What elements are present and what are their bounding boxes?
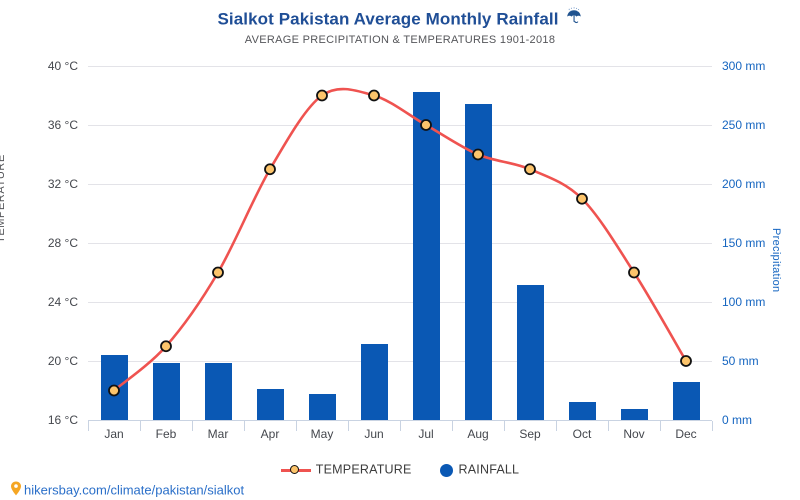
y-axis-right-tick-label: 150 mm xyxy=(722,236,766,250)
x-axis-tick xyxy=(608,421,609,431)
y-axis-right-tick-label: 300 mm xyxy=(722,59,766,73)
gridline xyxy=(88,184,712,185)
rainfall-bar[interactable] xyxy=(568,402,596,420)
y-axis-left-title: TEMPERATURE xyxy=(0,154,7,243)
legend-item[interactable]: TEMPERATURE xyxy=(280,462,412,478)
temperature-point[interactable]: Jun: 38 °C xyxy=(368,89,380,102)
temperature-line xyxy=(112,87,688,392)
x-axis-tick xyxy=(140,421,141,431)
x-axis-tick xyxy=(712,421,713,431)
x-axis-tick xyxy=(504,421,505,431)
gridline xyxy=(88,361,712,362)
chart-subtitle: AVERAGE PRECIPITATION & TEMPERATURES 190… xyxy=(244,34,556,46)
x-axis-tick xyxy=(452,421,453,431)
gridline xyxy=(88,243,712,244)
y-axis-left-tick-label: 28 °C xyxy=(47,236,78,250)
temperature-point[interactable]: Sep: 33 °C xyxy=(524,163,536,176)
x-axis-line xyxy=(88,420,712,421)
legend-item-label: TEMPERATURE xyxy=(315,463,412,478)
rainfall-bar[interactable] xyxy=(516,285,544,420)
legend-item[interactable]: RAINFALL xyxy=(439,462,520,478)
gridline xyxy=(88,125,712,126)
x-axis-tick xyxy=(296,421,297,431)
x-axis-tick xyxy=(244,421,245,431)
x-axis-tick-label: Apr xyxy=(260,427,280,441)
legend-rainfall-marker-icon xyxy=(439,463,453,477)
y-axis-left-tick-label: 20 °C xyxy=(47,354,78,368)
rainfall-bar[interactable] xyxy=(412,91,440,420)
chart-legend: TEMPERATURE RAINFALL xyxy=(0,462,800,477)
y-axis-left-tick-label: 24 °C xyxy=(47,295,78,309)
rainfall-bar[interactable] xyxy=(620,409,648,420)
gridline xyxy=(88,66,712,67)
x-axis-tick xyxy=(660,421,661,431)
x-axis-tick xyxy=(556,421,557,431)
rainfall-bar[interactable] xyxy=(672,382,700,420)
x-axis-tick-label: Aug xyxy=(467,427,489,441)
temperature-point[interactable]: Aug: 34 °C xyxy=(472,148,484,161)
legend-item-label: RAINFALL xyxy=(458,463,520,478)
temperature-point[interactable]: Jul: 36 °C xyxy=(420,119,432,131)
temperature-line-layer: Jan: 18 °C Feb: 21 °C Mar: 26 °C Apr: 33 °C… xyxy=(108,87,692,397)
rainfall-bar[interactable] xyxy=(152,363,180,420)
chart-title: Sialkot Pakistan Average Monthly Rainfal… xyxy=(0,7,800,31)
temperature-point[interactable]: Oct: 31 °C xyxy=(576,192,588,205)
source-link[interactable]: hikersbay.com/climate/pakistan/sialkot xyxy=(10,481,244,499)
y-axis-left-tick-label: 36 °C xyxy=(47,118,78,132)
y-axis-left-tick-label: 16 °C xyxy=(47,413,78,427)
x-axis-tick xyxy=(192,421,193,431)
chart-title-text: Sialkot Pakistan Average Monthly Rainfal… xyxy=(217,9,559,29)
x-axis-tick-label: Jan xyxy=(104,427,124,441)
y-axis-right-title: Precipitation xyxy=(770,228,782,293)
y-axis-left-tick-label: 32 °C xyxy=(47,177,78,191)
x-axis-tick xyxy=(88,421,89,431)
gridline xyxy=(88,302,712,303)
temperature-point[interactable]: Dec: 20 °C xyxy=(680,355,692,367)
location-pin-icon xyxy=(10,481,22,499)
rainfall-bar[interactable] xyxy=(308,394,336,420)
plot-area: Jan: 18 °C Feb: 21 °C Mar: 26 °C Apr: 33 °C… xyxy=(88,66,712,421)
temperature-point[interactable]: Jan: 18 °C xyxy=(108,384,120,397)
y-axis-left-tick-label: 40 °C xyxy=(47,59,78,73)
y-axis-right-tick-label: 250 mm xyxy=(722,118,766,132)
x-axis-tick xyxy=(400,421,401,431)
x-axis-tick-label: May xyxy=(310,427,334,441)
y-axis-right-labels: 300 mm 250 mm 200 mm 150 mm 100 mm 50 mm 0 mm xyxy=(722,0,800,500)
x-axis-tick xyxy=(348,421,349,431)
x-axis-tick-label: Sep xyxy=(519,427,541,441)
source-link-text: hikersbay.com/climate/pakistan/sialkot xyxy=(24,482,245,498)
rainfall-bar[interactable] xyxy=(360,344,388,420)
rainfall-bar[interactable] xyxy=(256,389,284,420)
y-axis-left-labels: 40 °C 36 °C 32 °C 28 °C 24 °C 20 °C 16 °C xyxy=(0,0,78,500)
x-axis-tick-label: Nov xyxy=(623,427,645,441)
umbrella-rain-icon xyxy=(565,7,583,30)
x-axis-tick-label: Dec xyxy=(675,427,697,441)
rainfall-bar[interactable] xyxy=(204,363,232,420)
temperature-point[interactable]: May: 38 °C xyxy=(316,89,328,102)
temperature-point[interactable]: Apr: 33 °C xyxy=(264,163,276,176)
x-axis-tick-label: Feb xyxy=(155,427,177,441)
y-axis-right-tick-label: 50 mm xyxy=(722,354,759,368)
x-axis-tick-label: Mar xyxy=(207,427,229,441)
y-axis-right-tick-label: 0 mm xyxy=(722,413,752,427)
x-axis-tick-label: Jun xyxy=(364,427,384,441)
temperature-point[interactable]: Feb: 21 °C xyxy=(160,340,172,353)
temperature-point[interactable]: Nov: 26 °C xyxy=(628,266,640,279)
temperature-point[interactable]: Mar: 26 °C xyxy=(212,266,224,279)
x-axis-tick-label: Jul xyxy=(418,427,434,441)
y-axis-right-tick-label: 200 mm xyxy=(722,177,766,191)
x-axis-tick-label: Oct xyxy=(572,427,592,441)
legend-temperature-marker-icon xyxy=(280,464,311,476)
y-axis-right-tick-label: 100 mm xyxy=(722,295,766,309)
